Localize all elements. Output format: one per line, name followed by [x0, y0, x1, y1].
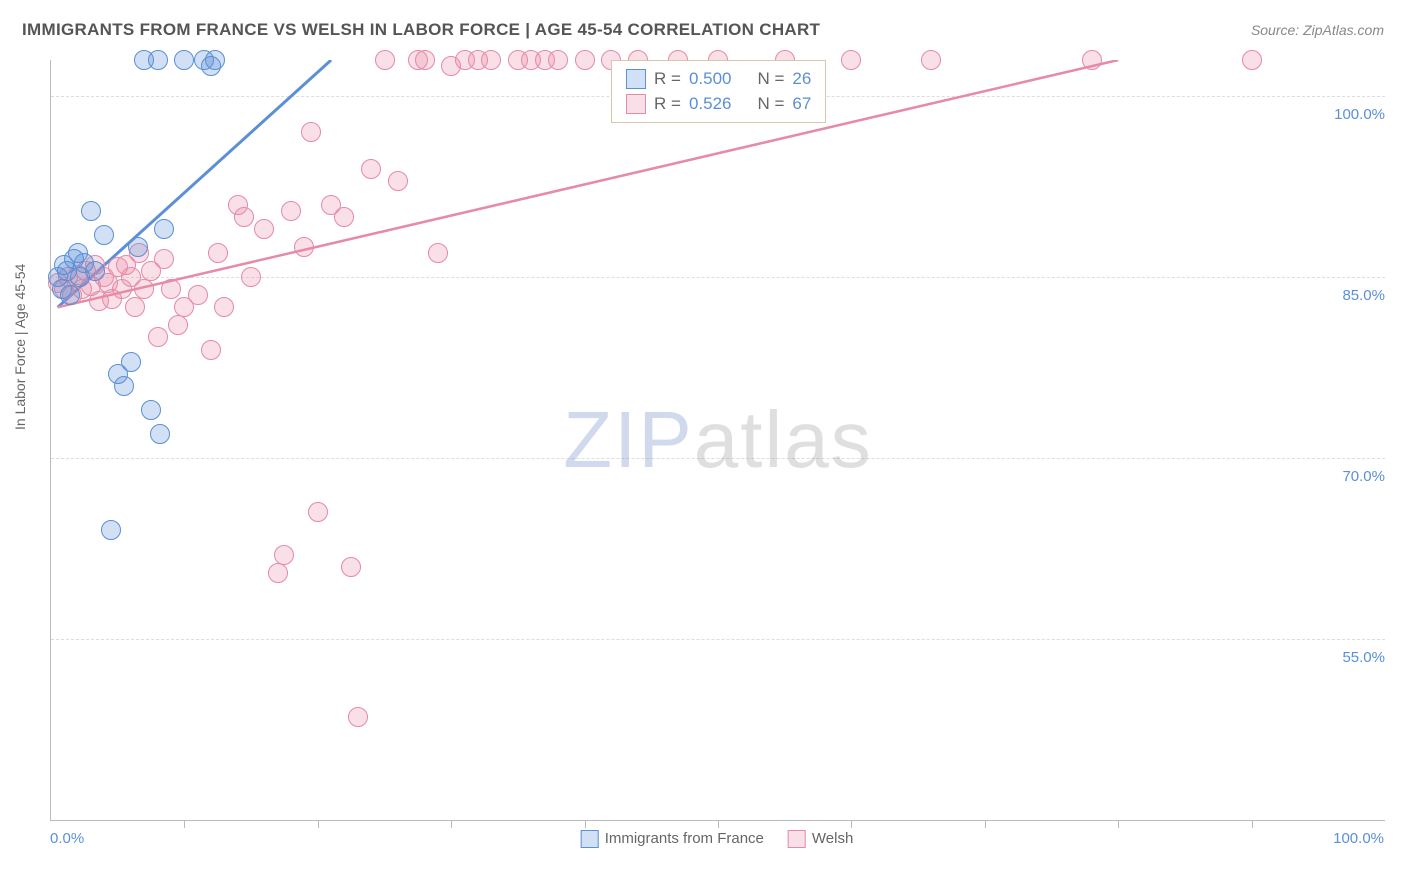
data-point [128, 237, 148, 257]
legend-item: Welsh [788, 830, 853, 848]
data-point [548, 50, 568, 70]
plot-area: ZIPatlas R = 0.500 N = 26 R = 0.526 N = 67 55.0… [50, 60, 1385, 821]
data-point [274, 545, 294, 565]
stat-r-value: 0.500 [689, 67, 732, 92]
watermark: ZIPatlas [563, 394, 872, 486]
stats-legend-row: R = 0.526 N = 67 [626, 92, 811, 117]
data-point [188, 285, 208, 305]
data-point [308, 502, 328, 522]
legend-swatch [626, 69, 646, 89]
stat-n-label: N = [757, 92, 784, 117]
data-point [168, 315, 188, 335]
data-point [281, 201, 301, 221]
stat-n-value: 67 [792, 92, 811, 117]
legend-label: Welsh [812, 830, 853, 847]
data-point [125, 297, 145, 317]
legend-item: Immigrants from France [581, 830, 764, 848]
data-point [154, 219, 174, 239]
data-point [428, 243, 448, 263]
data-point [841, 50, 861, 70]
data-point [201, 340, 221, 360]
data-point [241, 267, 261, 287]
x-axis-row: 0.0% Immigrants from France Welsh 100.0% [50, 830, 1384, 847]
gridline [51, 458, 1385, 459]
data-point [254, 219, 274, 239]
data-point [388, 171, 408, 191]
data-point [481, 50, 501, 70]
x-tick [851, 820, 852, 828]
data-point [301, 122, 321, 142]
gridline [51, 639, 1385, 640]
x-tick [1252, 820, 1253, 828]
data-point [234, 207, 254, 227]
data-point [101, 520, 121, 540]
data-point [148, 327, 168, 347]
data-point [134, 279, 154, 299]
data-point [341, 557, 361, 577]
x-max-label: 100.0% [1333, 830, 1384, 847]
stats-legend-row: R = 0.500 N = 26 [626, 67, 811, 92]
data-point [154, 249, 174, 269]
stat-r-label: R = [654, 92, 681, 117]
data-point [141, 400, 161, 420]
data-point [174, 50, 194, 70]
data-point [114, 376, 134, 396]
legend-swatch [581, 830, 599, 848]
x-tick [585, 820, 586, 828]
y-axis-label: In Labor Force | Age 45-54 [12, 264, 28, 430]
trend-lines [51, 60, 1385, 820]
x-min-label: 0.0% [50, 830, 84, 847]
data-point [150, 424, 170, 444]
y-tick-label: 55.0% [1315, 649, 1385, 666]
legend-label: Immigrants from France [605, 830, 764, 847]
data-point [94, 225, 114, 245]
x-tick [718, 820, 719, 828]
x-tick [318, 820, 319, 828]
stat-n-label: N = [757, 67, 784, 92]
stats-legend: R = 0.500 N = 26 R = 0.526 N = 67 [611, 60, 826, 123]
bottom-legend: Immigrants from France Welsh [581, 830, 854, 848]
data-point [60, 285, 80, 305]
data-point [294, 237, 314, 257]
x-tick [184, 820, 185, 828]
data-point [205, 50, 225, 70]
data-point [575, 50, 595, 70]
data-point [85, 261, 105, 281]
data-point [148, 50, 168, 70]
source-label: Source: ZipAtlas.com [1251, 22, 1384, 38]
data-point [415, 50, 435, 70]
stat-n-value: 26 [792, 67, 811, 92]
data-point [1242, 50, 1262, 70]
stat-r-value: 0.526 [689, 92, 732, 117]
data-point [208, 243, 228, 263]
data-point [334, 207, 354, 227]
x-tick [1118, 820, 1119, 828]
legend-swatch [626, 94, 646, 114]
x-tick [451, 820, 452, 828]
data-point [81, 201, 101, 221]
data-point [1082, 50, 1102, 70]
x-tick [985, 820, 986, 828]
data-point [214, 297, 234, 317]
chart-title: IMMIGRANTS FROM FRANCE VS WELSH IN LABOR… [22, 20, 820, 40]
data-point [121, 352, 141, 372]
y-tick-label: 85.0% [1315, 287, 1385, 304]
y-tick-label: 100.0% [1315, 106, 1385, 123]
data-point [921, 50, 941, 70]
data-point [375, 50, 395, 70]
legend-swatch [788, 830, 806, 848]
data-point [268, 563, 288, 583]
data-point [348, 707, 368, 727]
data-point [161, 279, 181, 299]
y-tick-label: 70.0% [1315, 468, 1385, 485]
stat-r-label: R = [654, 67, 681, 92]
data-point [361, 159, 381, 179]
